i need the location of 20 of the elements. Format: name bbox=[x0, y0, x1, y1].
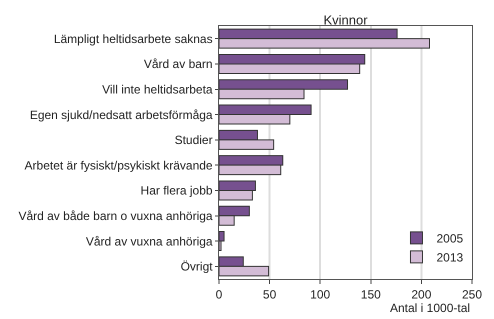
chart-title: Kvinnor bbox=[323, 12, 368, 28]
x-tick-label: 50 bbox=[262, 287, 277, 302]
y-tick-label: Vård av både barn o vuxna anhöriga bbox=[18, 208, 213, 223]
y-tick-label: Studier bbox=[174, 133, 213, 148]
y-tick-label: Vill inte heltidsarbeta bbox=[102, 82, 213, 96]
x-tick-label: 250 bbox=[462, 287, 482, 302]
y-tick-label: Arbetet är fysiskt/psykiskt krävande bbox=[24, 158, 213, 172]
y-tick-label: Har flera jobb bbox=[140, 184, 213, 198]
legend-label: 2013 bbox=[436, 250, 464, 265]
y-tick-label: Egen sjukd/nedsatt arbetsförmåga bbox=[30, 108, 213, 122]
legend-label: 2005 bbox=[436, 232, 464, 246]
x-axis-title: Antal i 1000-tal bbox=[390, 301, 470, 315]
y-tick-label: Lämpligt heltidsarbete saknas bbox=[54, 32, 213, 46]
y-tick-label: Vård av vuxna anhöriga bbox=[86, 234, 213, 248]
x-tick-label: 0 bbox=[216, 287, 223, 302]
y-tick-label: Övrigt bbox=[180, 260, 214, 274]
x-tick-label: 200 bbox=[411, 287, 432, 302]
x-tick-label: 150 bbox=[360, 287, 382, 302]
y-tick-label: Vård av barn bbox=[144, 57, 213, 72]
x-tick-label: 100 bbox=[310, 287, 331, 302]
